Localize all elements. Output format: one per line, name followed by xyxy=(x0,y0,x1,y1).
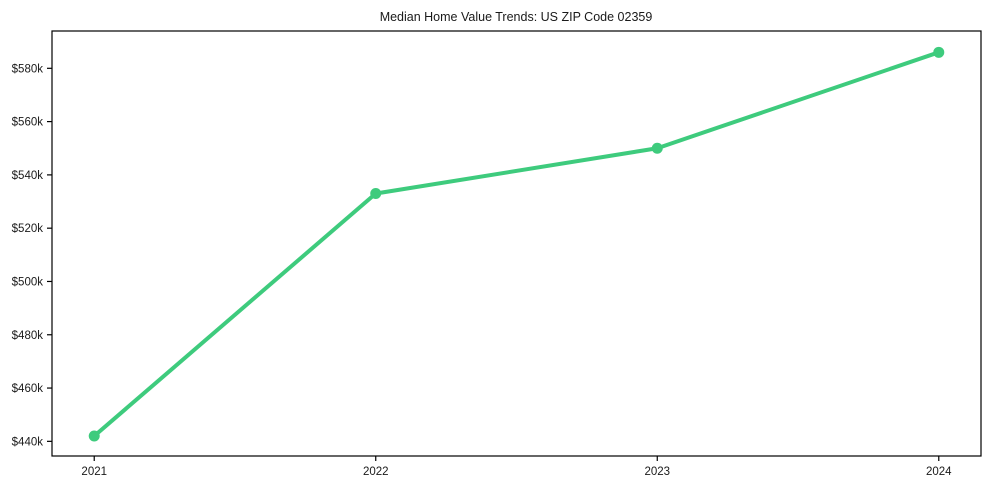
y-tick-label: $520k xyxy=(12,223,44,235)
y-tick-label: $500k xyxy=(12,276,44,288)
y-tick-label: $440k xyxy=(12,436,44,448)
data-point-2023 xyxy=(651,142,663,154)
data-point-2021 xyxy=(88,430,100,442)
chart-title: Median Home Value Trends: US ZIP Code 02… xyxy=(380,10,653,24)
data-point-2022 xyxy=(370,188,382,200)
y-axis: $440k $460k $480k $500k $520k $540k $560k $580k xyxy=(12,63,52,448)
plot-border xyxy=(51,30,982,457)
x-axis: 2021 2022 2023 2024 xyxy=(81,456,952,478)
y-tick-label: $560k xyxy=(12,117,44,129)
y-tick-label: $580k xyxy=(12,63,44,75)
x-tick-label: 2024 xyxy=(926,466,952,478)
x-tick-label: 2022 xyxy=(363,466,389,478)
x-tick-label: 2023 xyxy=(644,466,670,478)
data-point-2024 xyxy=(933,46,945,58)
trend-line xyxy=(92,50,941,439)
y-tick-label: $540k xyxy=(12,170,44,182)
series-group xyxy=(88,46,945,442)
y-tick-label: $460k xyxy=(12,383,44,395)
y-tick-label: $480k xyxy=(12,330,44,342)
x-tick-label: 2021 xyxy=(81,466,107,478)
